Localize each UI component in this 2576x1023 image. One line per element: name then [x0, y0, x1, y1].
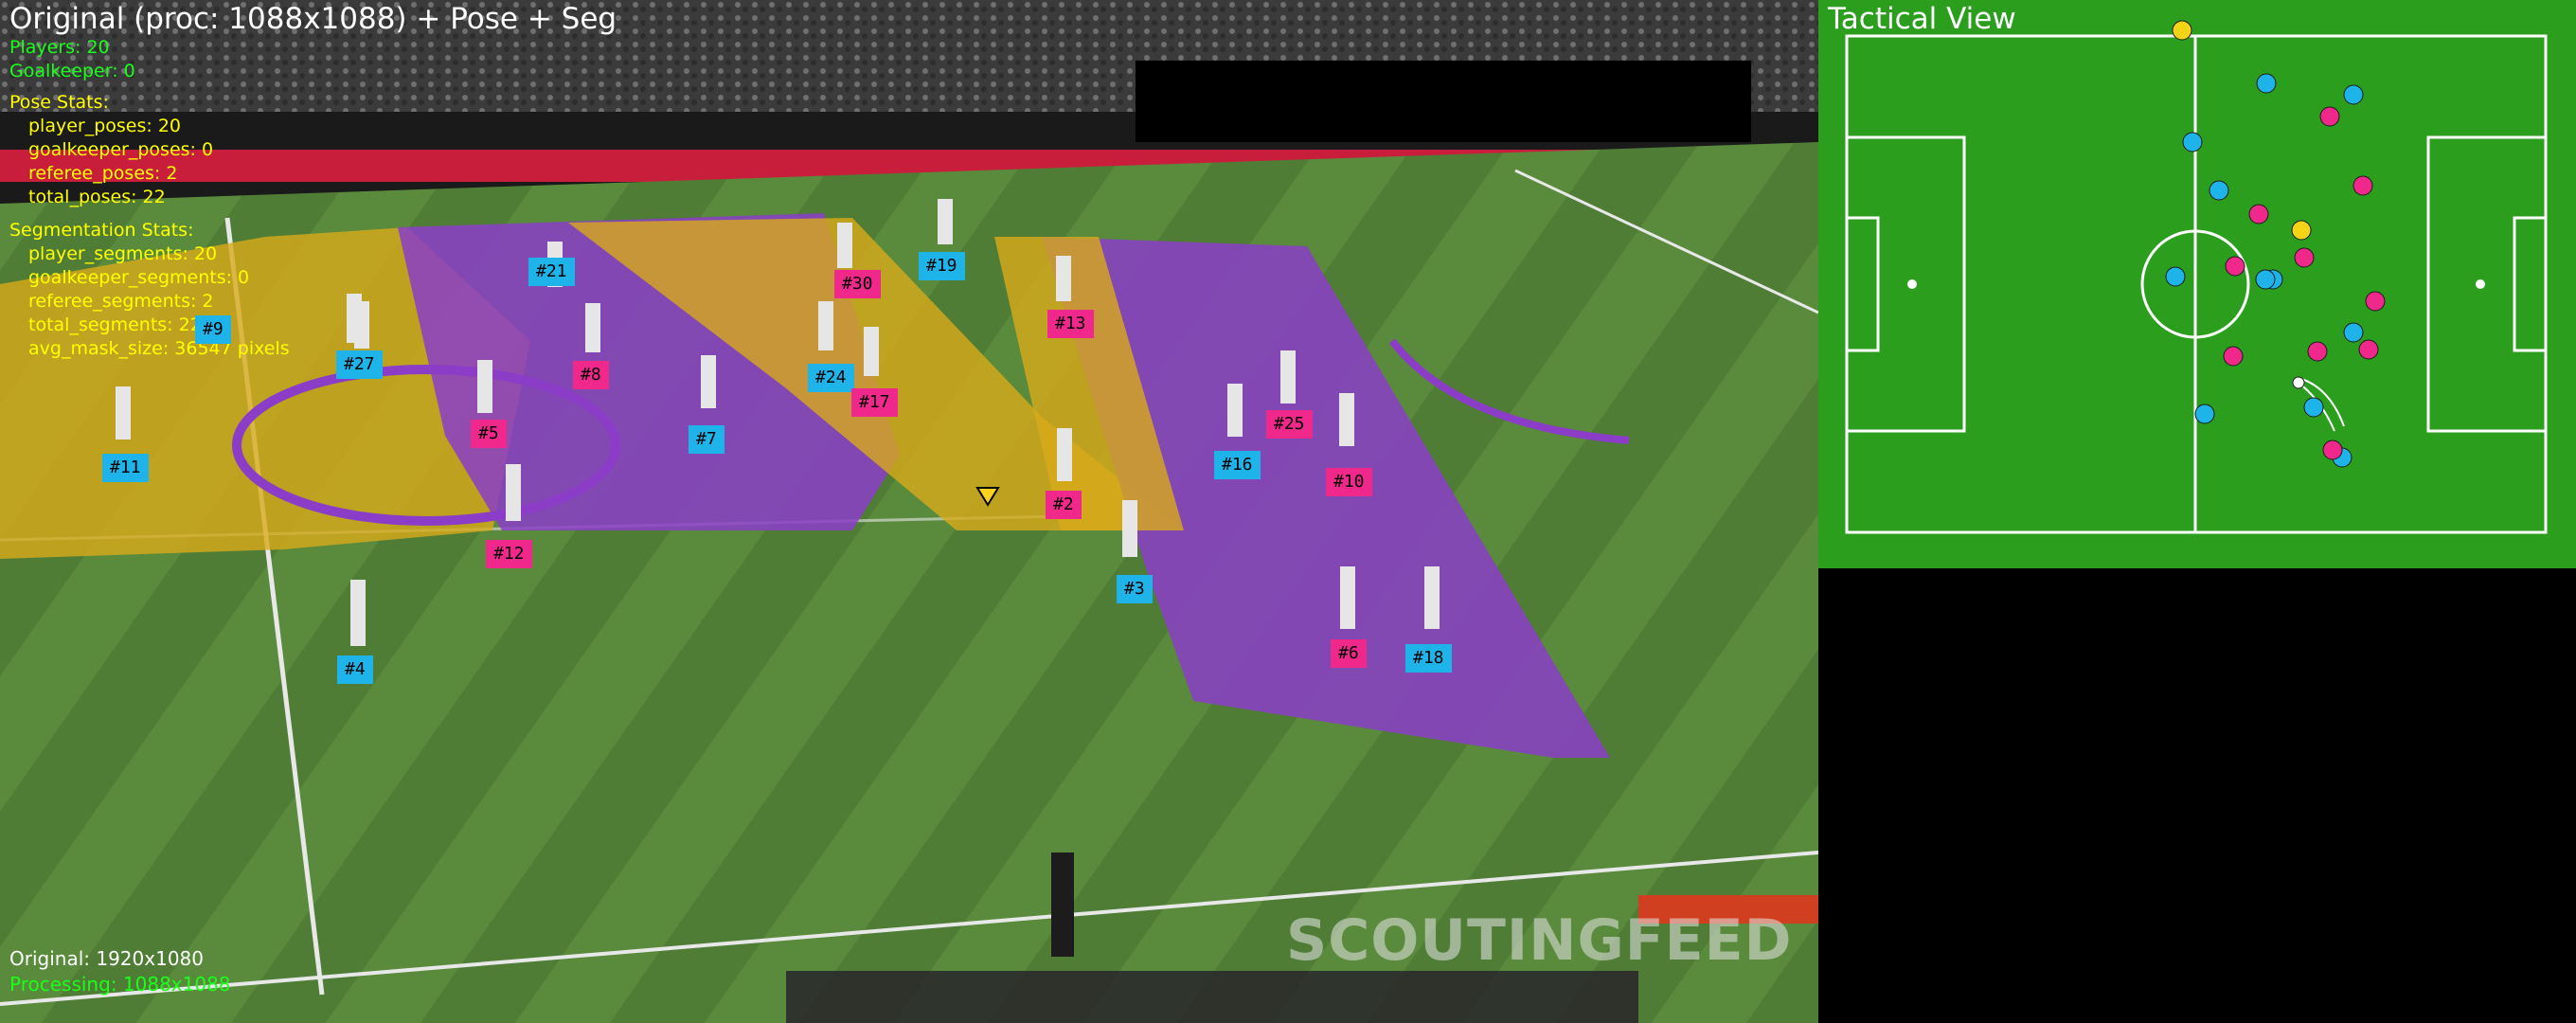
- player-dot: [2209, 180, 2229, 201]
- player-id-tag: #9: [195, 315, 231, 344]
- player-id-tag: #6: [1331, 639, 1367, 668]
- player-dot: [2358, 339, 2379, 360]
- pose-stats-header: Pose Stats:: [9, 92, 109, 113]
- player-dot: [2343, 84, 2364, 105]
- player-dot: [2223, 346, 2244, 367]
- player-dot: [2248, 204, 2269, 224]
- player-id-tag: #25: [1266, 410, 1313, 439]
- pose-stat: total_poses: 22: [28, 187, 166, 207]
- player-id-tag: #27: [336, 350, 383, 379]
- player-dot: [2319, 106, 2340, 127]
- player-id-tag: #3: [1117, 575, 1153, 603]
- pose-stat: goalkeeper_poses: 0: [28, 139, 214, 160]
- player-dot: [2194, 404, 2215, 424]
- player-id-tag: #7: [689, 425, 724, 454]
- player-id-tag: #17: [851, 388, 898, 417]
- pitch-scene: [0, 0, 1818, 1023]
- player-id-tag: #2: [1046, 491, 1082, 519]
- segmentation-stat: referee_segments: 2: [28, 291, 214, 312]
- player-dot: [2255, 269, 2276, 290]
- player-dot: [2182, 132, 2203, 153]
- player-dot: [2165, 266, 2186, 287]
- segmentation-stats-header: Segmentation Stats:: [9, 220, 194, 241]
- segmentation-stat: total_segments: 22: [28, 314, 202, 335]
- referee-dot: [2291, 220, 2312, 241]
- player-dot: [2294, 247, 2315, 268]
- player-id-tag: #11: [102, 454, 149, 482]
- tactical-pitch: [1845, 20, 2548, 534]
- player-id-tag: #12: [486, 540, 532, 568]
- pose-stat: player_poses: 20: [28, 116, 182, 136]
- segmentation-stat: player_segments: 20: [28, 243, 218, 264]
- referee-dot: [2172, 20, 2192, 41]
- player-id-tag: #19: [919, 252, 965, 280]
- player-id-tag: #4: [337, 655, 373, 684]
- player-id-tag: #10: [1326, 468, 1372, 496]
- player-dot: [2225, 256, 2245, 277]
- player-dot: [2322, 440, 2343, 460]
- tactical-view: Tactical View: [1818, 0, 2576, 568]
- player-dot: [2352, 175, 2373, 196]
- original-resolution: Original: 1920x1080: [9, 947, 204, 970]
- player-id-tag: #16: [1214, 451, 1261, 479]
- player-id-tag: #30: [834, 270, 881, 298]
- pose-stat: referee_poses: 2: [28, 163, 178, 184]
- watermark: SCOUTINGFEED: [1286, 907, 1793, 974]
- player-id-tag: #13: [1047, 310, 1094, 338]
- empty-panel: [1818, 568, 2576, 1023]
- tactical-title: Tactical View: [1828, 2, 2016, 36]
- player-id-tag: #5: [471, 420, 507, 448]
- video-frame: Original (proc: 1088x1088) + Pose + Seg …: [0, 0, 1818, 1023]
- segmentation-stat: avg_mask_size: 36547 pixels: [28, 338, 290, 359]
- player-dot: [2256, 73, 2277, 94]
- goalkeeper-count: Goalkeeper: 0: [9, 61, 135, 81]
- player-id-tag: #24: [808, 364, 854, 392]
- player-id-tag: #18: [1405, 644, 1452, 673]
- player-dot: [2303, 397, 2324, 418]
- video-title: Original (proc: 1088x1088) + Pose + Seg: [9, 2, 617, 36]
- segmentation-stat: goalkeeper_segments: 0: [28, 267, 250, 288]
- processing-resolution: Processing: 1088x1088: [9, 973, 231, 996]
- player-id-tag: #21: [528, 258, 575, 286]
- ball-marker: [975, 487, 1000, 507]
- redaction-box: [1136, 61, 1751, 142]
- ball-dot: [2292, 376, 2305, 389]
- player-dot: [2307, 341, 2328, 362]
- players-count: Players: 20: [9, 37, 110, 58]
- player-dot: [2343, 322, 2364, 343]
- player-dot: [2365, 291, 2386, 312]
- player-id-tag: #8: [573, 361, 609, 389]
